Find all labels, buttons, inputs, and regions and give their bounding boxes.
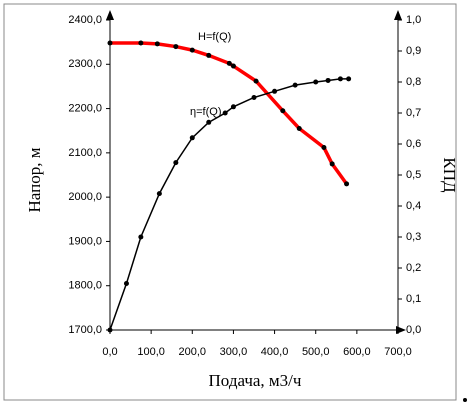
series-point — [156, 191, 162, 197]
y2-axis-arrow — [394, 10, 402, 20]
y2-tick-label: 0,2 — [406, 262, 421, 274]
series-point — [272, 88, 278, 94]
series-line — [109, 78, 349, 331]
series-point — [296, 126, 302, 131]
y-tick-label: 2200,0 — [68, 102, 102, 114]
x-tick-label: 600,0 — [343, 346, 371, 358]
y2-tick-label: 0,8 — [406, 76, 421, 88]
x-tick-label: 500,0 — [302, 346, 330, 358]
y2-tick-label: 0,0 — [406, 324, 421, 336]
y2-tick-label: 0,7 — [406, 107, 421, 119]
y2-tick-label: 0,1 — [406, 293, 421, 305]
y-axis-title: Напор, м — [25, 147, 44, 212]
y2-tick-label: 0,5 — [406, 169, 421, 181]
series-point — [280, 108, 286, 114]
x-tick-label: 0,0 — [102, 346, 117, 358]
y-tick-label: 1700,0 — [68, 324, 102, 336]
x-tick-label: 400,0 — [261, 346, 289, 358]
series-point — [189, 135, 195, 141]
series-point — [313, 79, 319, 85]
series-point — [346, 76, 352, 82]
series-point — [206, 52, 212, 58]
series-point — [154, 41, 160, 47]
y-tick-label: 2000,0 — [68, 191, 102, 203]
series-point — [107, 327, 113, 333]
series-point — [230, 104, 236, 110]
series-point — [138, 234, 144, 240]
y-tick-label: 2400,0 — [68, 14, 102, 26]
y-tick-label: 2100,0 — [68, 147, 102, 159]
x-axis-title: Подача, м3/ч — [209, 371, 302, 390]
series-label: η=f(Q) — [190, 106, 221, 118]
x-tick-label: 100,0 — [137, 346, 165, 358]
series-point — [325, 77, 331, 83]
series-point — [189, 47, 195, 53]
chart-border — [3, 3, 457, 401]
x-tick-label: 700,0 — [384, 346, 412, 358]
y2-tick-label: 0,3 — [406, 231, 421, 243]
y2-tick-label: 0,6 — [406, 138, 421, 150]
y2-axis-title: КПД — [440, 157, 459, 193]
series-point — [173, 160, 179, 166]
series-point — [253, 78, 259, 84]
series-point — [230, 63, 236, 69]
y-tick-label: 2300,0 — [68, 58, 102, 70]
series-point — [173, 44, 179, 50]
x-tick-label: 200,0 — [179, 346, 207, 358]
series-point — [206, 119, 212, 125]
series-point — [329, 161, 335, 167]
series-point — [337, 76, 343, 82]
y2-tick-label: 1,0 — [406, 14, 421, 26]
series-point — [138, 40, 144, 46]
series-point — [251, 95, 257, 100]
y-tick-label: 1900,0 — [68, 235, 102, 247]
series-point — [222, 110, 228, 116]
y-tick-label: 1800,0 — [68, 280, 102, 292]
series-point — [344, 181, 350, 187]
y2-tick-label: 0,4 — [406, 200, 421, 212]
x-tick-label: 300,0 — [220, 346, 248, 358]
y-axis-arrow — [106, 10, 114, 20]
series-point — [292, 82, 298, 88]
y2-tick-label: 0,9 — [406, 45, 421, 57]
series-point — [123, 281, 129, 286]
series-point — [107, 40, 113, 46]
series-point — [321, 145, 327, 151]
series-label: H=f(Q) — [198, 31, 231, 43]
series-point — [226, 60, 232, 66]
stray-dot — [463, 398, 467, 402]
